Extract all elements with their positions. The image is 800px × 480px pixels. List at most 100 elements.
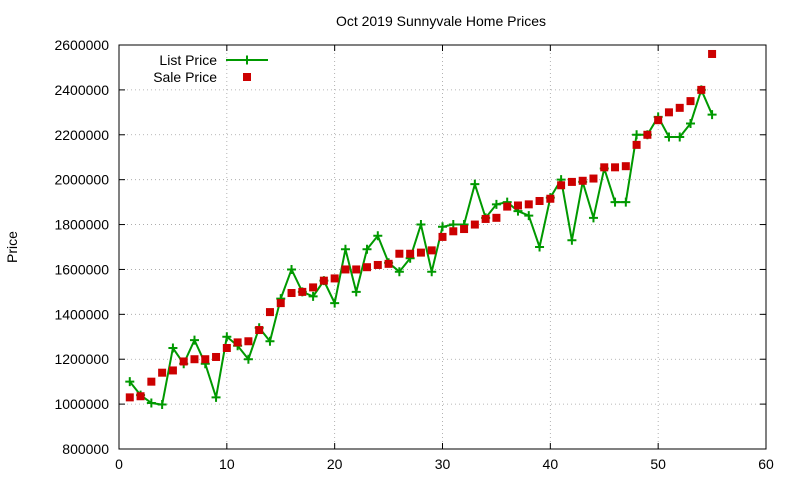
- list-price-point: [675, 132, 685, 142]
- sale-price-point: [190, 355, 199, 364]
- sale-price-point: [557, 181, 566, 190]
- sale-price-point: [233, 338, 242, 347]
- sale-price-point: [589, 174, 598, 183]
- list-price-point: [287, 264, 297, 274]
- sale-price-point: [395, 249, 404, 258]
- y-tick-label: 1400000: [54, 306, 109, 322]
- sale-price-point: [546, 194, 555, 203]
- sale-price-point: [567, 177, 576, 186]
- axes: 0 10 20 30 40 50 60 800000 1000000 1200000 1400000…: [54, 37, 774, 472]
- sale-price-point: [330, 274, 339, 283]
- sale-price-point: [158, 368, 167, 377]
- list-price-point: [362, 244, 372, 254]
- list-price-point: [664, 132, 674, 142]
- x-tick-label: 20: [327, 456, 343, 472]
- sale-price-point: [492, 213, 501, 222]
- list-price-point: [686, 119, 696, 129]
- sale-price-point: [265, 308, 274, 317]
- sale-price-point: [309, 283, 318, 292]
- sale-price-point: [255, 326, 264, 335]
- sale-price-point: [179, 357, 188, 366]
- list-price-point: [567, 235, 577, 245]
- y-tick-label: 2200000: [54, 127, 109, 143]
- list-price-point: [168, 343, 178, 353]
- sale-price-point: [136, 392, 145, 401]
- sale-price-point: [147, 377, 156, 386]
- sale-price-point: [513, 201, 522, 210]
- y-tick-label: 1600000: [54, 261, 109, 277]
- y-tick-label: 2600000: [54, 37, 109, 53]
- sale-price-point: [341, 265, 350, 274]
- sale-price-point: [600, 163, 609, 172]
- x-tick-label: 50: [650, 456, 666, 472]
- sale-price-point: [287, 289, 296, 298]
- sale-price-point: [222, 344, 231, 352]
- list-price-point: [351, 287, 361, 297]
- series-sale-price: [125, 49, 717, 402]
- list-price-point: [394, 267, 404, 277]
- list-price-point: [707, 110, 717, 120]
- list-price-point: [308, 291, 318, 301]
- chart-title: Oct 2019 Sunnyvale Home Prices: [336, 13, 546, 29]
- y-tick-label: 1200000: [54, 351, 109, 367]
- list-price-point: [610, 197, 620, 207]
- y-tick-label: 2000000: [54, 172, 109, 188]
- list-price-point: [416, 220, 426, 230]
- y-axis-label: Price: [4, 231, 20, 263]
- list-price-point: [146, 398, 156, 408]
- sale-price-point: [524, 200, 533, 209]
- y-tick-label: 1000000: [54, 396, 109, 412]
- sale-price-point: [212, 352, 221, 361]
- sale-price-point: [298, 287, 307, 296]
- list-price-point: [189, 335, 199, 345]
- x-tick-label: 0: [115, 456, 123, 472]
- sale-price-point: [611, 163, 620, 172]
- grid-lines: [119, 45, 766, 449]
- sale-price-point: [481, 214, 490, 223]
- sale-price-point: [621, 162, 630, 171]
- sale-price-point: [708, 49, 717, 58]
- list-price-point: [588, 213, 598, 223]
- sale-price-point: [384, 259, 393, 268]
- list-price-point: [222, 332, 232, 342]
- list-price-point: [427, 267, 437, 277]
- x-tick-label: 40: [543, 456, 559, 472]
- sale-price-point: [686, 97, 695, 106]
- sale-price-point: [373, 260, 382, 269]
- sale-price-point: [168, 366, 177, 375]
- sale-price-point: [427, 246, 436, 255]
- sale-price-point: [664, 108, 673, 117]
- list-price-point: [211, 392, 221, 402]
- list-price-point: [157, 400, 167, 410]
- sale-price-point: [632, 140, 641, 149]
- sale-price-point: [460, 225, 469, 234]
- sale-price-point: [654, 116, 663, 125]
- sale-price-point: [503, 202, 512, 211]
- sale-price-point: [244, 337, 253, 346]
- sale-price-point: [416, 248, 425, 257]
- y-tick-label: 1800000: [54, 217, 109, 233]
- sale-price-point: [535, 196, 544, 205]
- sale-price-point: [201, 355, 210, 364]
- list-price-point: [373, 231, 383, 241]
- sale-price-point: [470, 220, 479, 229]
- sale-price-point: [125, 393, 134, 402]
- list-price-point: [632, 130, 642, 140]
- list-price-point: [438, 222, 447, 232]
- x-tick-label: 30: [435, 456, 451, 472]
- sale-price-point: [438, 232, 447, 241]
- legend-label-list-price: List Price: [159, 52, 217, 68]
- sale-price-point: [449, 227, 458, 236]
- list-price-point: [621, 197, 631, 207]
- sale-price-point: [276, 299, 285, 308]
- sale-price-point: [319, 276, 328, 285]
- sale-price-point: [363, 263, 372, 272]
- list-price-point: [470, 179, 480, 189]
- sale-price-point: [406, 249, 415, 258]
- list-price-point: [491, 199, 501, 209]
- sale-price-point: [643, 130, 652, 139]
- sale-price-point: [675, 103, 684, 112]
- series-layer: [125, 49, 717, 410]
